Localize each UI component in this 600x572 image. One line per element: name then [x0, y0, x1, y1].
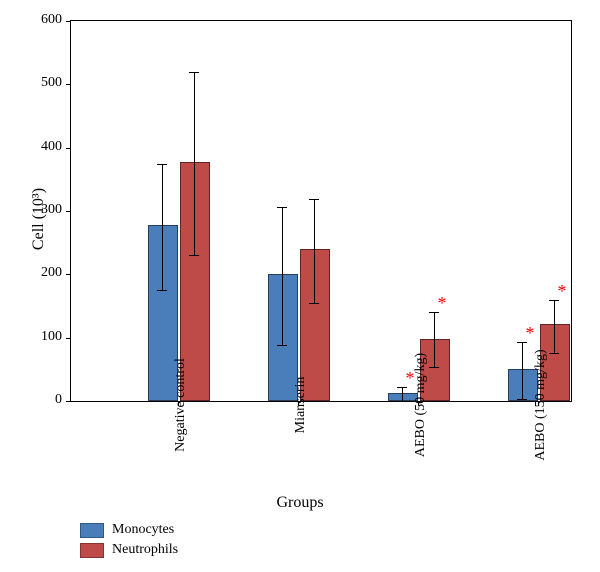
y-tick-mark — [66, 21, 71, 22]
error-cap — [549, 353, 559, 354]
error-bar — [554, 300, 555, 353]
y-tick-label: 500 — [41, 75, 62, 91]
error-cap — [157, 164, 167, 165]
y-tick-label: 100 — [41, 329, 62, 345]
error-bar — [194, 72, 195, 256]
y-tick-label: 300 — [41, 202, 62, 218]
chart-container: **** Cell (10³) Groups MonocytesNeutroph… — [0, 0, 600, 572]
legend-item: Monocytes — [80, 522, 178, 538]
legend-item: Neutrophils — [80, 542, 178, 558]
error-cap — [189, 72, 199, 73]
significance-marker: * — [526, 323, 535, 344]
y-tick-label: 0 — [55, 392, 62, 408]
error-cap — [157, 290, 167, 291]
error-cap — [429, 367, 439, 368]
y-tick-mark — [66, 401, 71, 402]
x-tick-label: AEBO (50 mg/kg) — [413, 353, 429, 457]
x-tick-label: Mianserin — [293, 377, 309, 434]
y-tick-label: 400 — [41, 139, 62, 155]
plot-area: **** — [70, 20, 572, 402]
error-bar — [162, 164, 163, 291]
error-bar — [314, 199, 315, 303]
significance-marker: * — [438, 293, 447, 314]
y-axis-label: Cell (10³) — [30, 188, 48, 250]
error-cap — [517, 399, 527, 400]
y-tick-mark — [66, 338, 71, 339]
error-bar — [282, 207, 283, 345]
error-cap — [277, 345, 287, 346]
legend-label: Monocytes — [112, 522, 174, 538]
error-cap — [189, 255, 199, 256]
error-bar — [434, 312, 435, 367]
legend: Monocytes Neutrophils — [80, 522, 178, 562]
error-cap — [309, 303, 319, 304]
error-bar — [402, 387, 403, 401]
legend-swatch — [80, 543, 104, 558]
x-tick-label: Negative control — [173, 358, 189, 452]
y-tick-label: 200 — [41, 265, 62, 281]
x-tick-label: AEBO (150 mg/kg) — [533, 349, 549, 460]
error-bar — [522, 342, 523, 399]
significance-marker: * — [558, 281, 567, 302]
legend-label: Neutrophils — [112, 542, 178, 558]
y-tick-mark — [66, 84, 71, 85]
legend-swatch — [80, 523, 104, 538]
error-cap — [397, 401, 407, 402]
y-tick-mark — [66, 211, 71, 212]
error-cap — [309, 199, 319, 200]
x-axis-label: Groups — [0, 494, 600, 512]
y-tick-mark — [66, 148, 71, 149]
y-tick-mark — [66, 274, 71, 275]
error-cap — [277, 207, 287, 208]
y-tick-label: 600 — [41, 12, 62, 28]
